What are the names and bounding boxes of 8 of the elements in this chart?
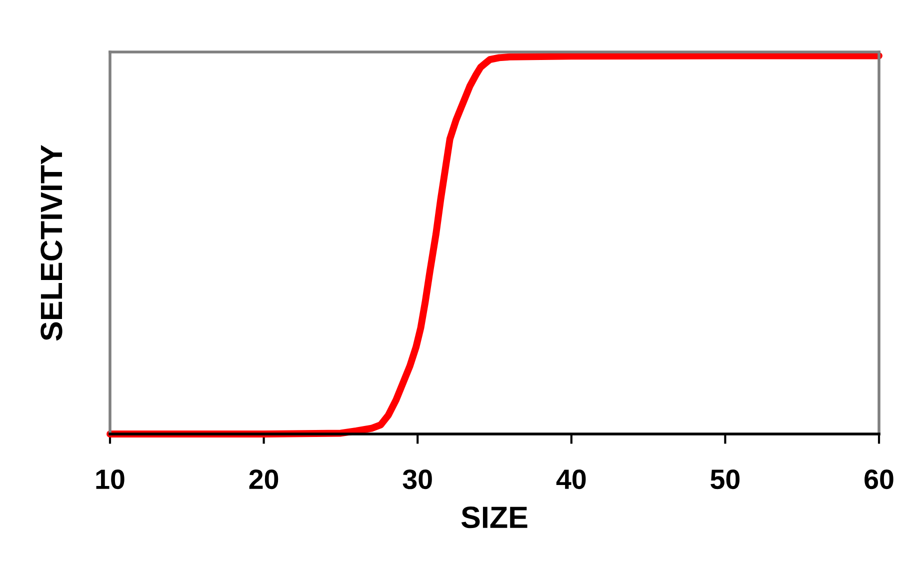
x-tick-label: 30 [402, 469, 432, 490]
x-tick-label: 20 [249, 469, 278, 490]
x-tick-label: 50 [710, 469, 740, 490]
x-tick-label: 60 [864, 469, 894, 490]
x-tick-label: 40 [556, 469, 586, 490]
x-tick-label: 10 [96, 469, 124, 490]
y-axis-title: SELECTIVITY [40, 145, 62, 341]
x-axis-title: SIZE [461, 506, 528, 528]
